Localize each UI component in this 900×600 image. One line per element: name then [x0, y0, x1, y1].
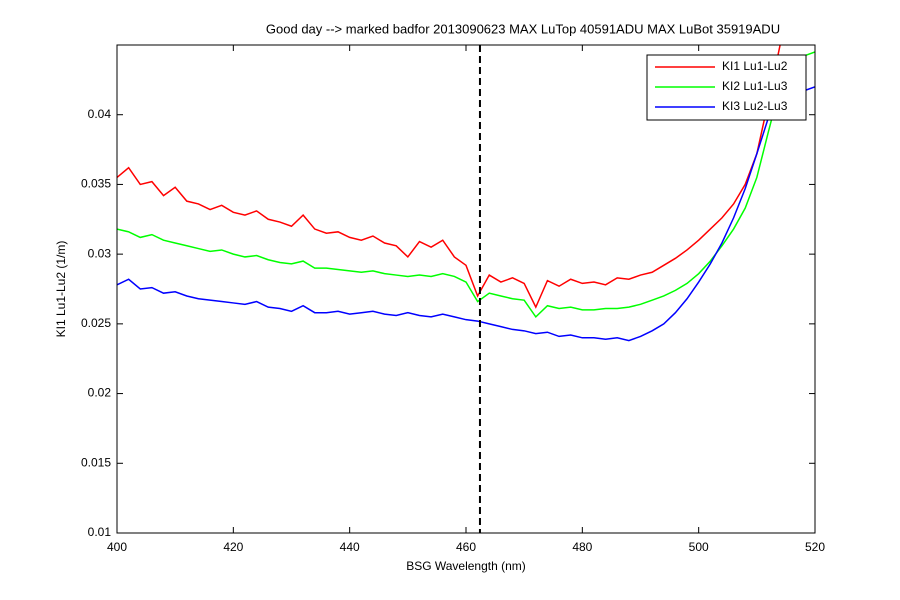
legend-label: KI3 Lu2-Lu3: [722, 99, 788, 113]
y-tick-label: 0.015: [81, 455, 111, 469]
plot-area: [117, 45, 815, 533]
x-tick-label: 420: [223, 540, 243, 554]
series-line: [117, 86, 815, 342]
y-tick-label: 0.025: [81, 316, 111, 330]
chart-title: Good day --> marked badfor 2013090623 MA…: [266, 21, 780, 36]
y-tick-label: 0.03: [88, 246, 112, 260]
x-tick-label: 460: [456, 540, 476, 554]
series-line: [117, 51, 815, 319]
y-axis-label: KI1 Lu1-Lu2 (1/m): [54, 241, 68, 338]
legend: KI1 Lu1-Lu2 KI2 Lu1-Lu3 KI3 Lu2-Lu3: [646, 54, 807, 121]
x-axis-label: BSG Wavelength (nm): [406, 559, 526, 573]
x-tick-label: 480: [572, 540, 592, 554]
x-tick-label: 500: [689, 540, 709, 554]
x-tick-label: 400: [107, 540, 127, 554]
legend-label: KI1 Lu1-Lu2: [722, 59, 788, 73]
y-tick-label: 0.035: [81, 177, 111, 191]
x-tick-label: 520: [805, 540, 825, 554]
y-tick-label: 0.01: [88, 525, 112, 539]
legend-label: KI2 Lu1-Lu3: [722, 79, 788, 93]
y-tick-label: 0.02: [88, 386, 112, 400]
series-line: [117, 45, 781, 309]
y-tick-label: 0.04: [88, 107, 112, 121]
x-tick-label: 440: [340, 540, 360, 554]
